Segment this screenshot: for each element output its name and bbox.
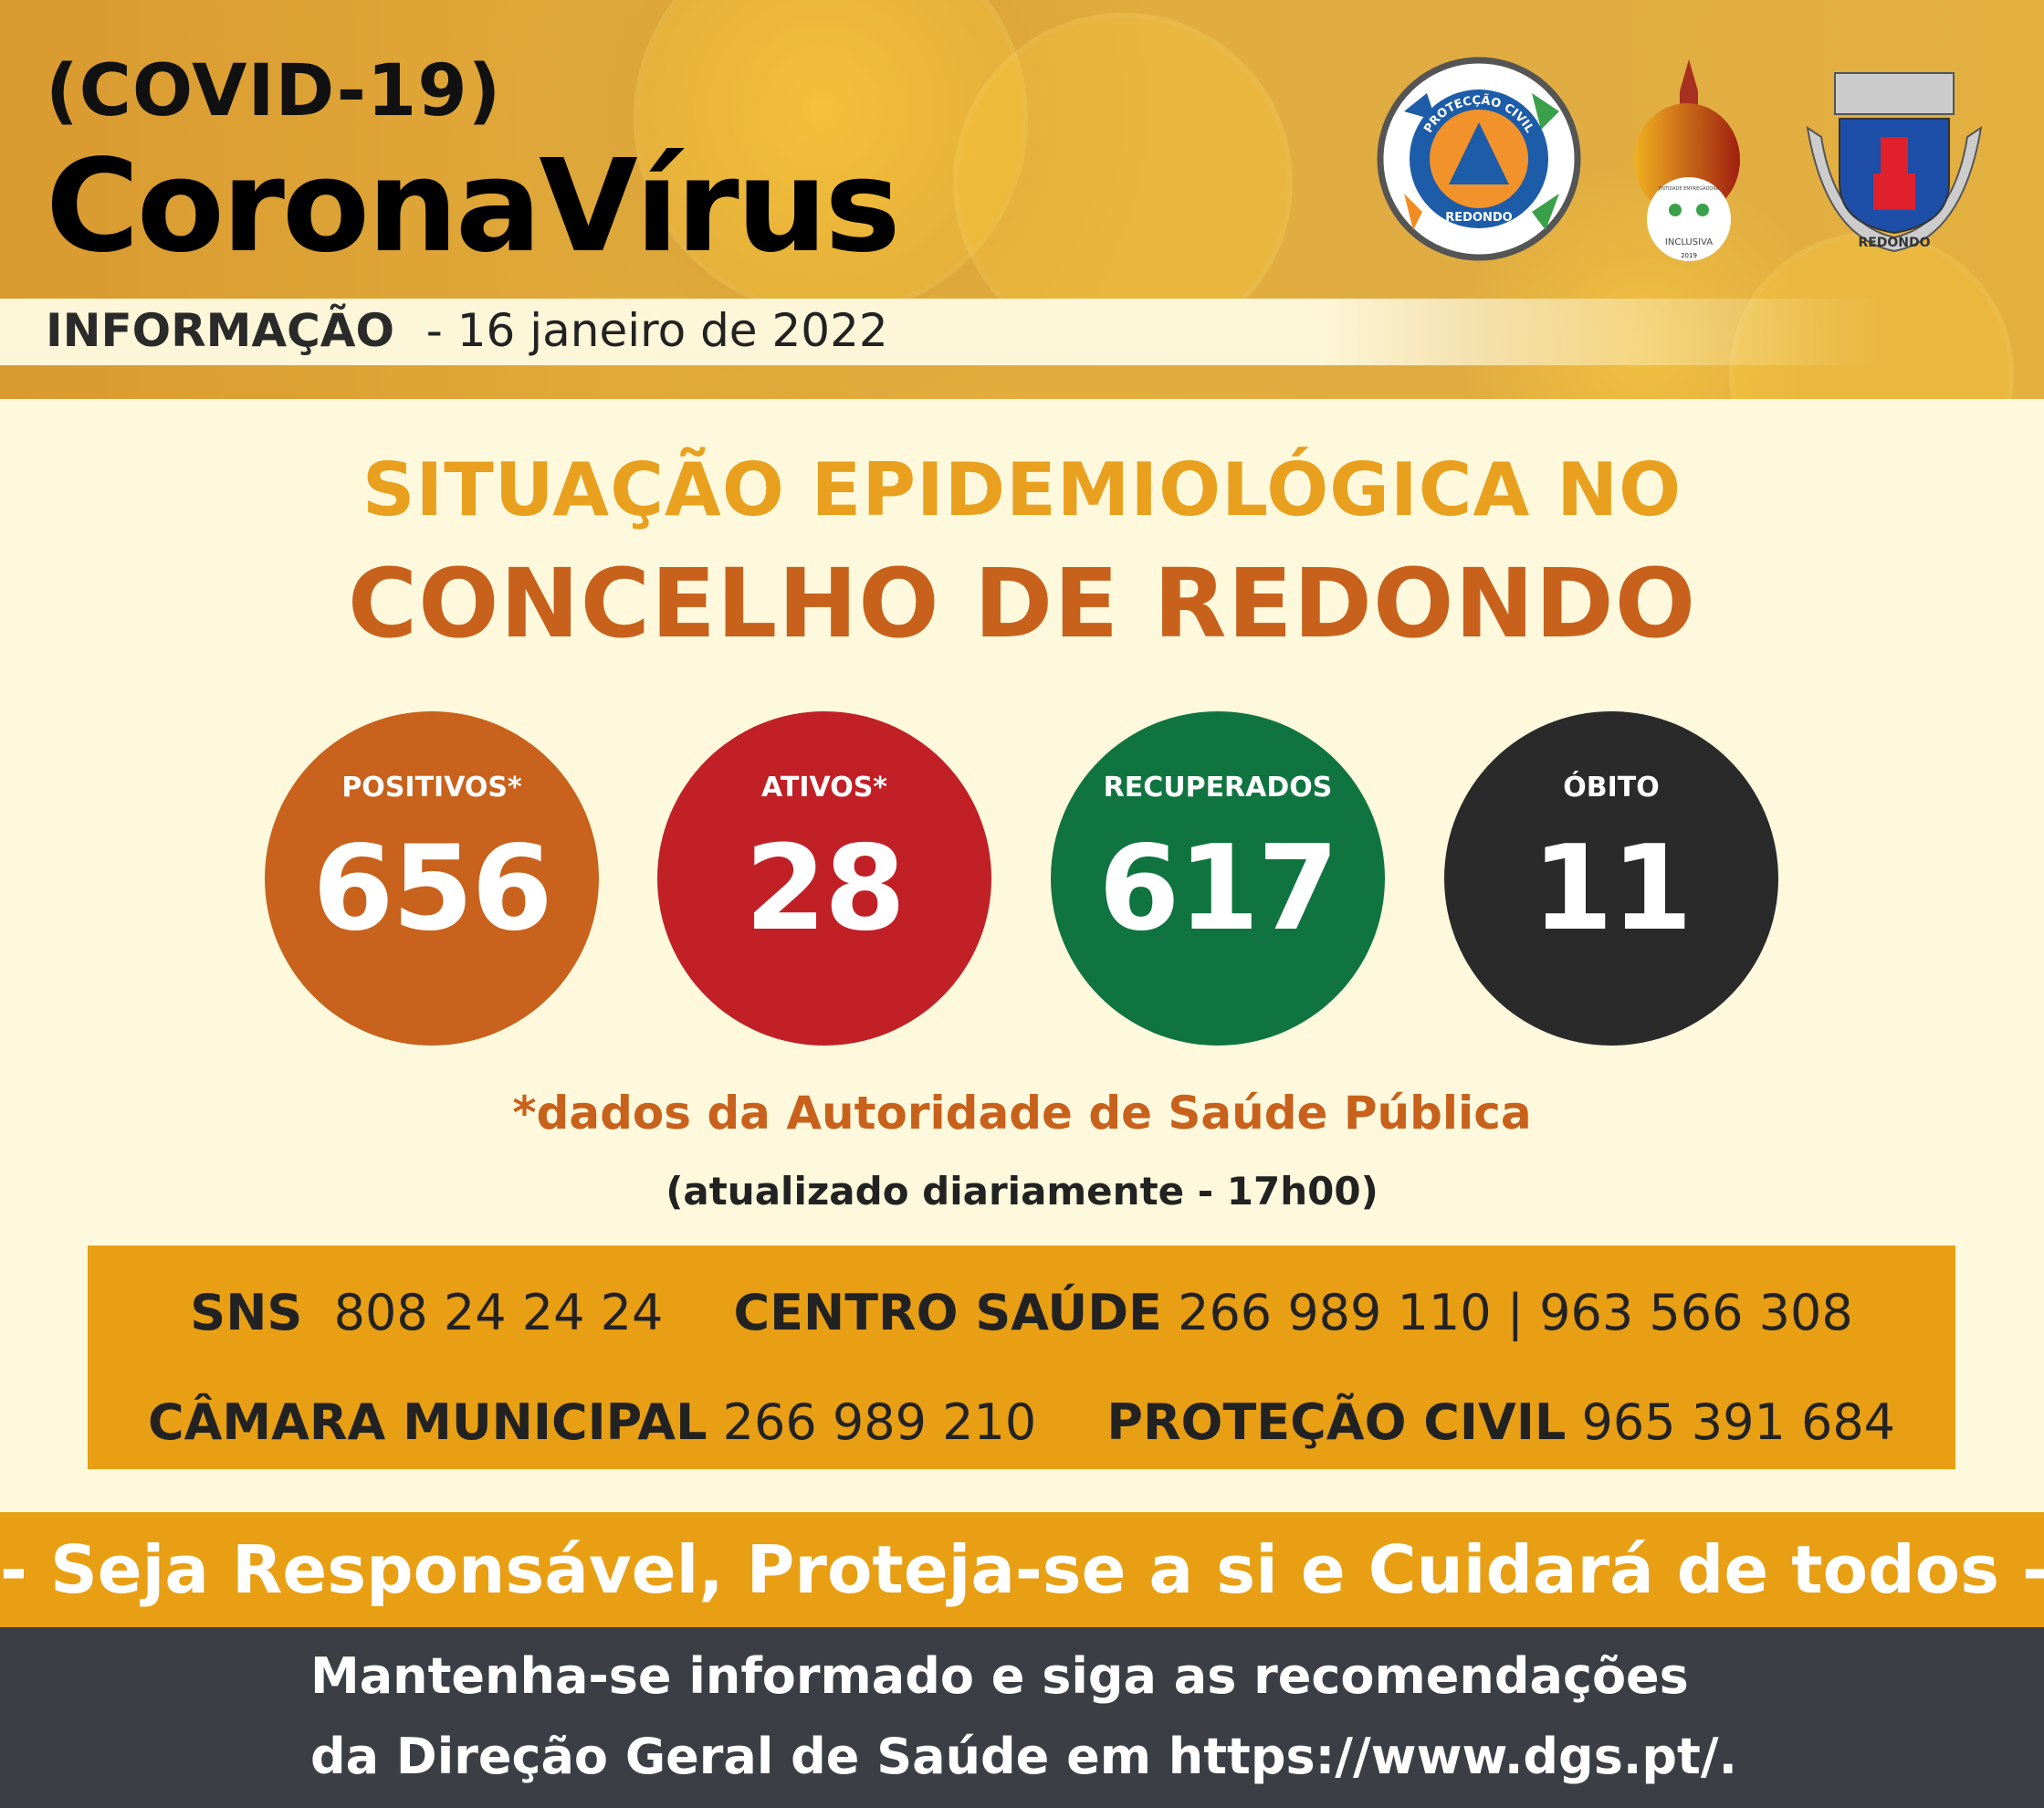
stat-value: 656: [312, 821, 552, 957]
virus-background: [959, 18, 1287, 347]
contact-phone: 808 24 24 24: [333, 1284, 664, 1341]
inclusiva-logo: INCLUSIVA 2019 ENTIDADE EMPREGADORA: [1634, 59, 1740, 261]
headline-line1: SITUAÇÃO EPIDEMIOLÓGICA NO: [362, 447, 1682, 532]
contact-phone: 266 989 110 | 963 566 308: [1178, 1284, 1853, 1341]
contact-phone: 965 391 684: [1581, 1393, 1896, 1451]
contacts-row: CÂMARA MUNICIPAL 266 989 210 PROTEÇÃO CI…: [88, 1393, 1955, 1451]
contact-name: CÂMARA MUNICIPAL: [147, 1393, 708, 1451]
headline-line2: CONCELHO DE REDONDO: [347, 548, 1697, 659]
stat-positivos: POSITIVOS* 656: [265, 711, 599, 1046]
stat-value: 28: [744, 821, 906, 957]
svg-text:REDONDO: REDONDO: [1858, 236, 1930, 250]
slogan-banner: - Seja Responsável, Proteja-se a si e Cu…: [0, 1512, 2044, 1627]
stat-label: RECUPERADOS: [1103, 772, 1333, 804]
stat-label: ÓBITO: [1563, 772, 1660, 804]
stat-recuperados: RECUPERADOS 617: [1051, 711, 1385, 1046]
stat-obito: ÓBITO 11: [1444, 711, 1778, 1046]
source-note: *dados da Autoridade de Saúde Pública: [512, 1087, 1532, 1140]
stat-label: POSITIVOS*: [341, 772, 522, 804]
virus-background: [639, 0, 1022, 310]
contact-name: SNS: [190, 1284, 303, 1341]
date: - 16 janeiro de 2022: [425, 304, 888, 357]
contact-name: CENTRO SAÚDE: [733, 1284, 1162, 1341]
svg-text:2019: 2019: [1681, 252, 1697, 259]
svg-text:INCLUSIVA: INCLUSIVA: [1665, 237, 1713, 247]
svg-text:ENTIDADE EMPREGADORA: ENTIDADE EMPREGADORA: [1659, 186, 1720, 192]
update-note: (atualizado diariamente - 17h00): [666, 1169, 1378, 1214]
protecao-civil-logo: PROTECÇÃO CIVIL REDONDO: [1377, 57, 1581, 261]
covid-label: (COVID-19): [46, 50, 502, 132]
stat-value: 11: [1531, 821, 1693, 957]
contact-name: PROTEÇÃO CIVIL: [1106, 1393, 1567, 1451]
info-label: INFORMAÇÃO: [46, 304, 394, 357]
stat-value: 617: [1098, 821, 1338, 957]
info-date: INFORMAÇÃO - 16 janeiro de 2022: [46, 304, 888, 357]
contact-phone: 266 989 210: [722, 1393, 1037, 1451]
header-banner: (COVID-19) CoronaVírus INFORMAÇÃO - 16 j…: [0, 0, 2044, 399]
contacts-box: SNS 808 24 24 24 CENTRO SAÚDE 266 989 11…: [88, 1246, 1955, 1469]
redondo-coat-of-arms: REDONDO: [1806, 72, 1983, 253]
svg-text:REDONDO: REDONDO: [1445, 211, 1512, 225]
footer-line1: Mantenha-se informado e siga as recomend…: [310, 1647, 1689, 1705]
page-title: CoronaVírus: [46, 132, 901, 281]
footer-line2: da Direção Geral de Saúde em https://www…: [310, 1728, 1738, 1785]
stat-label: ATIVOS*: [760, 772, 887, 804]
info-strip: [0, 299, 1881, 365]
footer: Mantenha-se informado e siga as recomend…: [0, 1627, 2044, 1808]
stat-ativos: ATIVOS* 28: [657, 711, 991, 1046]
contacts-row: SNS 808 24 24 24 CENTRO SAÚDE 266 989 11…: [88, 1284, 1955, 1341]
